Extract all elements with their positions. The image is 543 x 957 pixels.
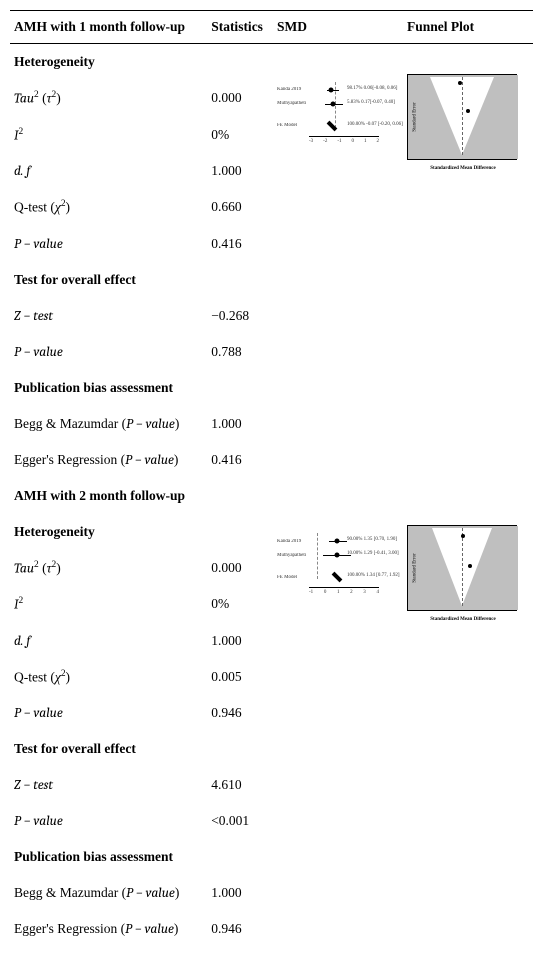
ztest-label: Z − test <box>10 767 207 803</box>
section-title: AMH with 2 month follow-up <box>10 478 207 514</box>
forest-plot: Kanda 201998.17% 0.06[-0.08, 0.06]Muthya… <box>277 80 387 154</box>
ztest-value: −0.268 <box>207 298 273 334</box>
het-p-label: P − value <box>10 695 207 731</box>
pubbias-header: Publication bias assessment <box>10 839 207 875</box>
heterogeneity-header: Heterogeneity <box>10 44 207 81</box>
stats-table: AMH with 1 month follow-up Statistics SM… <box>10 10 533 947</box>
het-p-value: 0.946 <box>207 695 273 731</box>
empty <box>207 478 273 514</box>
pubbias-header: Publication bias assessment <box>10 370 207 406</box>
overall-header: Test for overall effect <box>10 262 207 298</box>
empty <box>207 839 273 875</box>
i2-value: 0% <box>207 586 273 623</box>
overall-p-value: <0.001 <box>207 803 273 839</box>
begg-value: 1.000 <box>207 406 273 442</box>
col-header-2: Statistics <box>207 11 273 44</box>
col-header-4: Funnel Plot <box>403 11 533 44</box>
begg-label: Begg & Mazumdar (P − value) <box>10 406 207 442</box>
smd-cell: Kanda 201998.17% 0.06[-0.08, 0.06]Muthya… <box>273 44 403 190</box>
egger-value: 0.946 <box>207 911 273 947</box>
qtest-label: Q-test (χ2) <box>10 659 207 696</box>
empty <box>207 514 273 550</box>
df-label: d. f <box>10 623 207 659</box>
ztest-value: 4.610 <box>207 767 273 803</box>
col-header-1: AMH with 1 month follow-up <box>10 11 207 44</box>
i2-label: I2 <box>10 586 207 623</box>
forest-plot: Kanda 201990.00% 1.35 [0.70, 1.90]Muthya… <box>277 531 387 605</box>
overall-p-value: 0.788 <box>207 334 273 370</box>
begg-value: 1.000 <box>207 875 273 911</box>
empty <box>207 731 273 767</box>
smd-cell: Kanda 201990.00% 1.35 [0.70, 1.90]Muthya… <box>273 478 403 659</box>
empty <box>207 262 273 298</box>
overall-header: Test for overall effect <box>10 731 207 767</box>
egger-value: 0.416 <box>207 442 273 478</box>
col-header-3: SMD <box>273 11 403 44</box>
ztest-label: Z − test <box>10 298 207 334</box>
tau2-label: Tau2 (τ2) <box>10 550 207 587</box>
overall-p-label: P − value <box>10 803 207 839</box>
egger-label: Egger's Regression (P − value) <box>10 911 207 947</box>
funnel-cell: Standardized Mean DifferenceStandard Err… <box>403 478 533 659</box>
df-label: d. f <box>10 153 207 189</box>
egger-label: Egger's Regression (P − value) <box>10 442 207 478</box>
heterogeneity-header: Heterogeneity <box>10 514 207 550</box>
i2-label: I2 <box>10 117 207 154</box>
overall-p-label: P − value <box>10 334 207 370</box>
het-p-value: 0.416 <box>207 226 273 262</box>
df-value: 1.000 <box>207 623 273 659</box>
funnel-cell: Standardized Mean DifferenceStandard Err… <box>403 44 533 190</box>
qtest-value: 0.660 <box>207 189 273 226</box>
funnel-plot: Standardized Mean DifferenceStandard Err… <box>407 74 517 160</box>
qtest-value: 0.005 <box>207 659 273 696</box>
qtest-label: Q-test (χ2) <box>10 189 207 226</box>
tau2-value: 0.000 <box>207 80 273 117</box>
funnel-plot: Standardized Mean DifferenceStandard Err… <box>407 525 517 611</box>
begg-label: Begg & Mazumdar (P − value) <box>10 875 207 911</box>
empty <box>207 370 273 406</box>
df-value: 1.000 <box>207 153 273 189</box>
tau2-label: Tau2 (τ2) <box>10 80 207 117</box>
tau2-value: 0.000 <box>207 550 273 587</box>
empty <box>207 44 273 81</box>
het-p-label: P − value <box>10 226 207 262</box>
i2-value: 0% <box>207 117 273 154</box>
